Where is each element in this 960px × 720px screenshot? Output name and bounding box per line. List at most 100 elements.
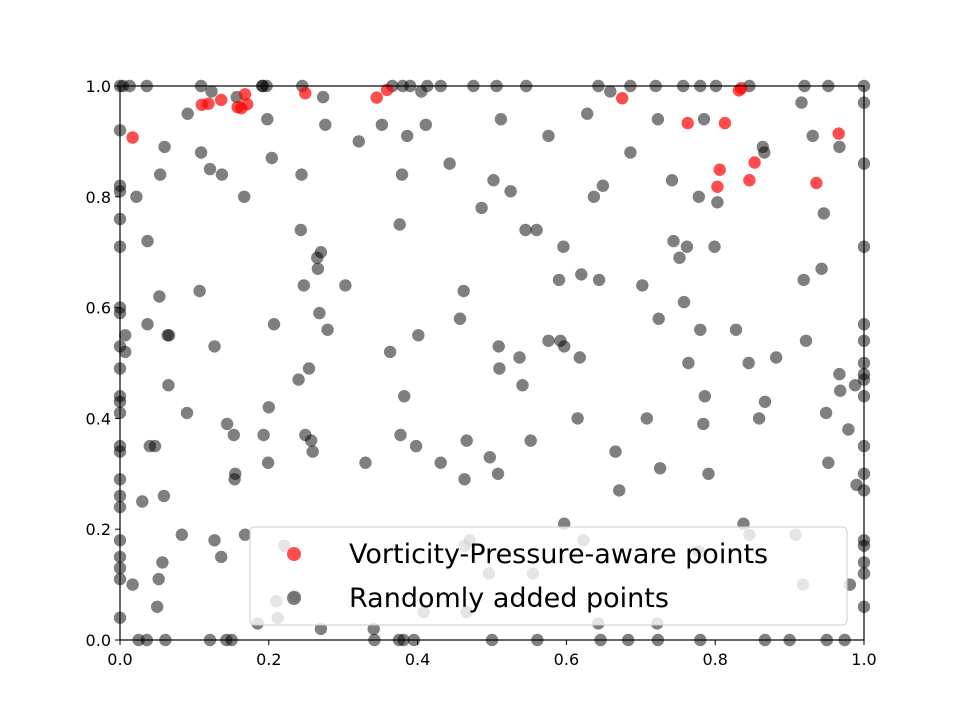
y-tick-label-0: 0.0 bbox=[86, 631, 111, 650]
random-point-68 bbox=[265, 151, 278, 165]
random-point-48 bbox=[194, 146, 208, 159]
y-tick-label-5: 1.0 bbox=[86, 77, 111, 96]
random-point-46 bbox=[181, 107, 194, 120]
random-point-137 bbox=[636, 279, 649, 292]
vorticity-point-16 bbox=[743, 174, 756, 187]
x-tick-label-5: 1.0 bbox=[851, 650, 876, 669]
random-point-114 bbox=[504, 185, 517, 198]
random-point-144 bbox=[673, 251, 686, 264]
random-point-170 bbox=[822, 456, 835, 469]
random-point-95 bbox=[401, 129, 414, 143]
random-point-167 bbox=[815, 262, 828, 275]
random-point-36 bbox=[153, 290, 166, 303]
random-point-151 bbox=[697, 113, 711, 126]
random-point-140 bbox=[652, 312, 665, 325]
random-point-117 bbox=[519, 223, 532, 237]
vorticity-point-2 bbox=[202, 97, 215, 110]
random-point-55 bbox=[215, 168, 229, 181]
random-point-72 bbox=[294, 223, 307, 237]
vorticity-point-19 bbox=[735, 82, 748, 95]
random-point-82 bbox=[314, 246, 328, 259]
random-point-131 bbox=[592, 273, 606, 287]
random-point-143 bbox=[667, 234, 680, 248]
vorticity-point-11 bbox=[616, 92, 629, 105]
random-point-35 bbox=[152, 572, 165, 586]
random-point-134 bbox=[609, 445, 622, 458]
random-point-28 bbox=[136, 495, 149, 508]
random-point-67 bbox=[262, 401, 275, 414]
random-point-56 bbox=[220, 417, 234, 431]
random-point-118 bbox=[524, 434, 537, 447]
random-point-148 bbox=[692, 190, 705, 203]
random-point-73 bbox=[295, 168, 308, 181]
random-point-113 bbox=[494, 113, 508, 126]
random-point-62 bbox=[238, 528, 252, 541]
legend-box bbox=[249, 526, 848, 626]
random-point-111 bbox=[492, 340, 505, 353]
vorticity-point-12 bbox=[681, 116, 694, 130]
random-point-83 bbox=[316, 90, 330, 104]
x-tick-label-4: 0.8 bbox=[702, 650, 727, 669]
random-point-71 bbox=[292, 373, 305, 386]
random-point-173 bbox=[833, 140, 846, 154]
random-point-38 bbox=[156, 556, 169, 569]
y-tick-label-4: 0.8 bbox=[86, 188, 111, 207]
random-point-108 bbox=[483, 451, 496, 464]
random-point-116 bbox=[516, 379, 529, 392]
random-point-94 bbox=[398, 390, 411, 403]
random-point-33 bbox=[148, 439, 162, 453]
random-point-90 bbox=[383, 345, 397, 359]
random-point-150 bbox=[697, 417, 710, 431]
x-tick-label-1: 0.2 bbox=[256, 650, 281, 669]
random-point-42 bbox=[162, 379, 175, 392]
random-point-57 bbox=[227, 428, 240, 442]
random-point-39 bbox=[157, 489, 171, 503]
random-point-45 bbox=[180, 406, 194, 420]
random-point-97 bbox=[412, 329, 425, 342]
random-point-161 bbox=[758, 395, 772, 408]
random-point-166 bbox=[806, 129, 819, 143]
random-point-135 bbox=[613, 484, 626, 497]
random-point-81 bbox=[313, 306, 326, 320]
random-point-120 bbox=[542, 334, 555, 347]
random-point-126 bbox=[571, 412, 584, 425]
random-point-76 bbox=[302, 362, 316, 375]
random-point-105 bbox=[458, 473, 471, 486]
random-point-66 bbox=[261, 456, 275, 469]
random-point-130 bbox=[587, 190, 601, 203]
vorticity-point-17 bbox=[748, 156, 761, 169]
vorticity-point-6 bbox=[238, 88, 252, 101]
y-tick-label-1: 0.2 bbox=[86, 520, 111, 539]
random-point-171 bbox=[833, 367, 846, 381]
random-point-27 bbox=[126, 578, 139, 591]
random-point-50 bbox=[203, 162, 217, 176]
legend-label-random: Randomly added points bbox=[349, 583, 669, 614]
random-point-169 bbox=[819, 406, 833, 420]
random-point-149 bbox=[694, 323, 707, 336]
random-point-125 bbox=[558, 340, 571, 353]
random-point-160 bbox=[758, 146, 771, 159]
random-point-138 bbox=[640, 412, 653, 425]
random-point-154 bbox=[708, 240, 721, 253]
x-tick-label-2: 0.4 bbox=[405, 650, 430, 669]
random-point-54 bbox=[215, 550, 228, 564]
random-point-158 bbox=[752, 412, 766, 425]
random-point-86 bbox=[339, 279, 352, 292]
random-point-69 bbox=[267, 318, 281, 331]
random-point-101 bbox=[434, 456, 447, 469]
y-tick-label-3: 0.6 bbox=[86, 299, 111, 318]
random-point-147 bbox=[682, 356, 695, 370]
legend: Vorticity-Pressure-aware points Randomly… bbox=[249, 526, 848, 626]
vorticity-point-15 bbox=[713, 163, 726, 176]
random-point-37 bbox=[154, 168, 167, 181]
x-tick-label-0: 0.0 bbox=[107, 650, 132, 669]
random-point-61 bbox=[238, 190, 251, 203]
random-point-88 bbox=[359, 456, 372, 469]
random-point-40 bbox=[158, 140, 171, 154]
random-point-156 bbox=[729, 323, 743, 336]
random-point-153 bbox=[702, 467, 715, 480]
vorticity-point-7 bbox=[241, 98, 254, 111]
random-point-91 bbox=[393, 218, 406, 231]
vorticity-point-13 bbox=[718, 116, 732, 130]
random-point-155 bbox=[711, 196, 724, 209]
